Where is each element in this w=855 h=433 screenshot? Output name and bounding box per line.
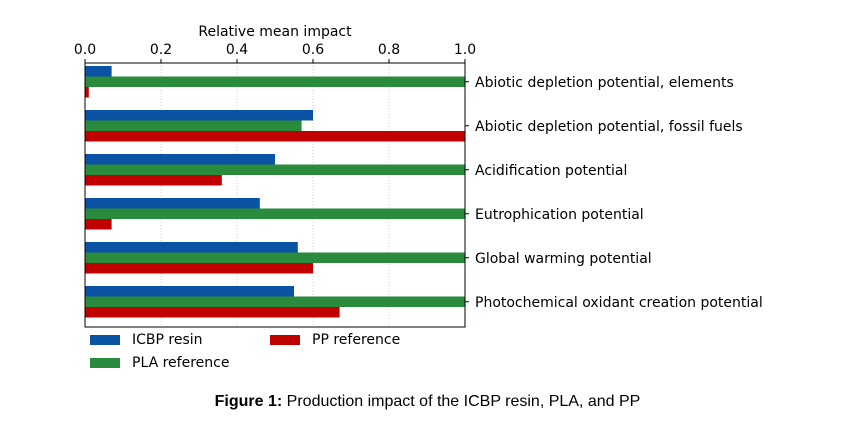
bar <box>85 252 465 263</box>
bar <box>85 208 465 219</box>
legend-swatch-icbp <box>90 335 120 345</box>
caption-text: Production impact of the ICBP resin, PLA… <box>282 393 641 410</box>
bar <box>85 286 294 297</box>
bar <box>85 175 222 186</box>
bar <box>85 66 112 77</box>
legend-item-pp: PP reference <box>270 332 400 348</box>
bar <box>85 307 340 318</box>
bar <box>85 76 465 87</box>
bar <box>85 164 465 175</box>
legend-label-pp: PP reference <box>312 332 401 348</box>
bar <box>85 198 260 209</box>
bar <box>85 87 89 98</box>
bar <box>85 120 302 131</box>
x-tick-label: 0.0 <box>74 42 96 58</box>
bar <box>85 263 313 274</box>
x-tick-label: 0.8 <box>378 42 400 58</box>
x-tick-label: 0.4 <box>226 42 248 58</box>
legend-label-icbp: ICBP resin <box>132 332 203 348</box>
bar <box>85 296 465 307</box>
bars <box>85 66 465 318</box>
legend: ICBP resin PP reference PLA reference <box>90 332 450 377</box>
legend-swatch-pla <box>90 358 120 368</box>
plot-frame <box>84 62 466 328</box>
bar <box>85 219 112 230</box>
figure-caption: Figure 1: Production impact of the ICBP … <box>0 393 855 411</box>
x-axis: 0.0 0.2 0.4 0.6 0.8 1.0 <box>74 42 476 63</box>
x-tick-label: 1.0 <box>454 42 476 58</box>
x-tick-label: 0.2 <box>150 42 172 58</box>
bar <box>85 242 298 253</box>
category-label: Abiotic depletion potential, fossil fuel… <box>475 119 743 135</box>
category-label: Eutrophication potential <box>475 207 644 223</box>
bar <box>85 110 313 121</box>
x-tick-label: 0.6 <box>302 42 324 58</box>
grid-lines <box>160 63 390 327</box>
category-labels: Abiotic depletion potential, elements Abi… <box>465 75 763 311</box>
category-label: Global warming potential <box>475 251 652 267</box>
legend-item-pla: PLA reference <box>90 355 229 371</box>
category-label: Acidification potential <box>475 163 627 179</box>
category-label: Photochemical oxidant creation potential <box>475 295 763 311</box>
legend-item-icbp: ICBP resin <box>90 332 203 348</box>
caption-label: Figure 1: <box>214 393 283 410</box>
bar <box>85 131 465 142</box>
category-label: Abiotic depletion potential, elements <box>475 75 734 91</box>
x-axis-label: Relative mean impact <box>198 24 352 40</box>
legend-swatch-pp <box>270 335 300 345</box>
legend-label-pla: PLA reference <box>132 355 230 371</box>
bar <box>85 154 275 165</box>
